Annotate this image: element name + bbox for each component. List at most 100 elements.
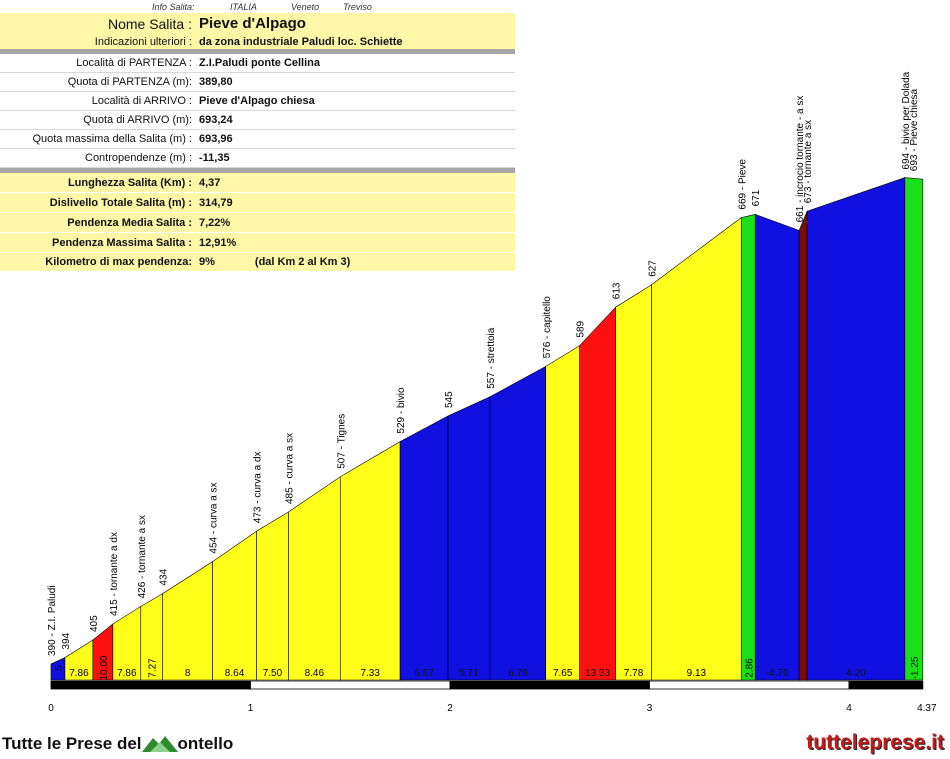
point-altitude-label: 557 - strettoia — [486, 327, 497, 389]
info-label: Quota di PARTENZA (m): — [67, 76, 192, 88]
point-altitude-label: 473 - curva a dx — [252, 451, 263, 523]
point-altitude-label: 589 — [576, 320, 587, 337]
info-label: Contropendenze (m) : — [85, 152, 192, 164]
site-logo-text: Tutte le Prese del ontello — [2, 734, 233, 754]
profile-segment — [162, 561, 213, 681]
info-row-descents: Contropendenze (m) : -11,35 — [0, 149, 515, 168]
x-tick-label: 1 — [248, 703, 254, 714]
info-label: Quota di ARRIVO (m): — [83, 114, 192, 126]
info-value: -11,35 — [199, 152, 230, 164]
info-label: Dislivello Totale Salita (m) : — [49, 196, 192, 209]
profile-segment — [339, 441, 401, 681]
segment-grade-label: 13.33 — [585, 668, 610, 679]
x-tick-label: 4 — [846, 703, 852, 714]
mountain-logo-icon — [141, 736, 178, 752]
point-altitude-label: 454 - curva a sx — [209, 482, 220, 553]
point-altitude-label: 405 — [89, 615, 100, 632]
profile-segment — [447, 396, 491, 681]
point-altitude-label: 390 - Z.I. Paludi — [47, 585, 58, 656]
profile-segment — [798, 211, 808, 681]
segment-grade-label: 2.86 — [744, 658, 755, 678]
segment-grade-label: 7.86 — [117, 668, 137, 679]
profile-segment — [399, 415, 449, 681]
km-bar — [250, 680, 451, 690]
point-altitude-label: 627 — [647, 260, 658, 277]
info-value: 314,79 — [199, 196, 233, 209]
x-tick-label: 3 — [647, 703, 653, 714]
info-separator — [0, 168, 515, 173]
info-row-start-place: Località di PARTENZA : Z.I.Paludi ponte … — [0, 54, 515, 73]
segment-grade-label: 5 — [54, 665, 65, 671]
info-header-province: Treviso — [343, 2, 372, 12]
info-row-avg-grade: Pendenza Media Salita : 7,22% — [0, 213, 515, 232]
profile-segment — [545, 345, 580, 681]
segment-grade-label: 8.46 — [305, 668, 325, 679]
km-bar — [848, 680, 924, 690]
segment-grade-label: 7.78 — [624, 668, 644, 679]
profile-segment — [740, 214, 756, 681]
info-label: Località di PARTENZA : — [76, 57, 192, 69]
point-altitude-label: 426 - tornante a sx — [137, 515, 148, 598]
info-label: Località di ARRIVO : — [91, 95, 192, 107]
info-separator — [0, 49, 515, 54]
point-altitude-label: 434 — [159, 568, 170, 585]
info-value: 693,24 — [199, 114, 233, 126]
point-altitude-label: 669 - Pieve — [737, 159, 748, 210]
point-altitude-label: 507 - Tignes — [336, 414, 347, 469]
info-label: Nome Salita : — [107, 15, 192, 32]
info-label: Indicazioni ulteriori : — [94, 35, 192, 48]
info-label: Quota massima della Salita (m) : — [32, 133, 192, 145]
segment-grade-label: 8.64 — [225, 668, 245, 679]
point-altitude-label: 693 - Pieve chiesa — [909, 88, 920, 171]
info-row-name: Nome Salita : Pieve d'Alpago — [0, 13, 515, 34]
info-label: Lunghezza Salita (Km) : — [67, 176, 192, 189]
point-altitude-label: 485 - curva a sx — [284, 433, 295, 504]
info-value: Z.I.Paludi ponte Cellina — [199, 57, 321, 69]
profile-segment — [651, 217, 742, 681]
segment-grade-label: 7.65 — [553, 668, 573, 679]
point-altitude-label: 394 — [61, 632, 72, 649]
info-value: 9% — [199, 256, 215, 268]
segment-grade-label: -4.76 — [766, 668, 789, 679]
point-altitude-label: 529 - bivio — [396, 387, 407, 434]
point-altitude-label: 661 - incrocio tornante - a sx — [795, 96, 806, 223]
info-value: 693,96 — [199, 133, 233, 145]
footer-left-text: Tutte le Prese del — [2, 734, 142, 753]
profile-segment — [256, 511, 289, 681]
info-value: da zona industriale Paludi loc. Schiette — [199, 35, 403, 48]
info-row-notes: Indicazioni ulteriori : da zona industri… — [0, 34, 515, 49]
x-tick-label: 0 — [48, 703, 54, 714]
info-value: 7,22% — [199, 216, 231, 229]
info-value: Pieve d'Alpago chiesa — [199, 95, 315, 107]
segment-grade-label: 5.71 — [459, 668, 479, 679]
segment-grade-label: 10.00 — [99, 655, 110, 680]
info-row-start-alt: Quota di PARTENZA (m): 389,80 — [0, 73, 515, 92]
info-row-max-grade: Pendenza Massima Salita : 12,91% — [0, 233, 515, 252]
profile-segment — [288, 476, 341, 681]
segment-grade-label: 9.13 — [687, 668, 707, 679]
site-url: tutteleprese.it — [806, 731, 944, 754]
info-label: Kilometro di max pendenza: — [45, 256, 192, 268]
point-altitude-label: 415 - tornante a dx — [109, 532, 120, 616]
km-bar — [449, 680, 650, 690]
profile-segment — [579, 306, 616, 681]
segment-grade-label: 7.27 — [148, 658, 159, 678]
profile-segment — [754, 213, 800, 681]
profile-segment — [904, 177, 924, 681]
info-value: 389,80 — [199, 76, 233, 88]
info-label: Pendenza Media Salita : — [67, 216, 192, 229]
info-header-label: Info Salita: — [152, 2, 195, 12]
info-row-max-alt: Quota massima della Salita (m) : 693,96 — [0, 130, 515, 149]
info-header-country: ITALIA — [230, 2, 257, 12]
point-altitude-label: 576 - capitello — [542, 296, 553, 359]
segment-grade-label: 6.67 — [414, 668, 434, 679]
point-altitude-label: 694 - bivio per Dolada — [901, 71, 912, 169]
point-altitude-label: 613 — [612, 282, 623, 299]
profile-segment — [489, 365, 547, 681]
segment-grade-label: 7.86 — [69, 668, 89, 679]
info-row-max-km: Kilometro di max pendenza: 9% (dal Km 2 … — [0, 253, 515, 271]
info-value: Pieve d'Alpago — [199, 15, 306, 32]
km-bar — [649, 680, 850, 690]
info-row-gain: Dislivello Totale Salita (m) : 314,79 — [0, 193, 515, 212]
